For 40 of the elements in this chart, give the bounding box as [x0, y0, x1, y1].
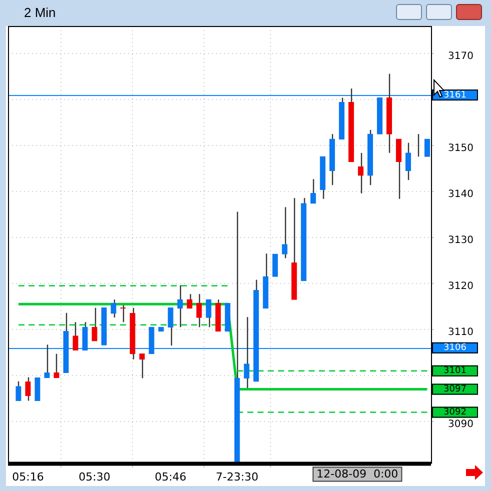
y-tick-label: 3120 [448, 281, 474, 292]
ref-line-label: 3106 [444, 343, 467, 354]
candlestick [186, 293, 192, 309]
x-tick-label: 05:16 [12, 470, 44, 484]
candlestick [34, 377, 40, 402]
text: 12-08-09 0:00 [316, 468, 398, 481]
candlestick [196, 293, 202, 328]
candlestick [272, 253, 278, 278]
candlestick [92, 307, 98, 342]
candlestick [244, 316, 250, 390]
y-tick-label: 3090 [448, 419, 474, 430]
x-tick-label: 7-23:30 [216, 470, 258, 484]
candlestick [110, 298, 116, 318]
candlestick [16, 380, 22, 402]
x-tick-label: 05:46 [154, 470, 186, 484]
candlestick [139, 353, 145, 379]
data-label: 3092 [444, 408, 466, 418]
y-tick-label: 3130 [448, 235, 474, 246]
candlestick [168, 307, 174, 346]
y-tick-label: 3110 [448, 327, 474, 338]
x-tick-label: 05:30 [78, 470, 110, 484]
chart-title: 2 Min [24, 5, 56, 20]
data-label: 3097 [444, 384, 466, 395]
candlestick [396, 138, 402, 200]
candlestick [177, 284, 183, 328]
candlestick [72, 322, 78, 351]
candlestick [282, 206, 288, 259]
candlestick [358, 152, 364, 194]
y-tick-label: 3140 [448, 189, 474, 200]
candlestick [206, 298, 212, 328]
data-label: 3101 [444, 366, 466, 376]
candlestick [405, 142, 412, 181]
candlestick [54, 353, 60, 378]
candlestick [25, 376, 31, 402]
ref-line-label: 3161 [444, 90, 466, 100]
y-tick-label: 3150 [448, 143, 474, 154]
y-tick-label: 3170 [448, 51, 474, 62]
candlestick [82, 322, 88, 351]
candlestick [310, 178, 316, 204]
candlestick [44, 344, 50, 378]
